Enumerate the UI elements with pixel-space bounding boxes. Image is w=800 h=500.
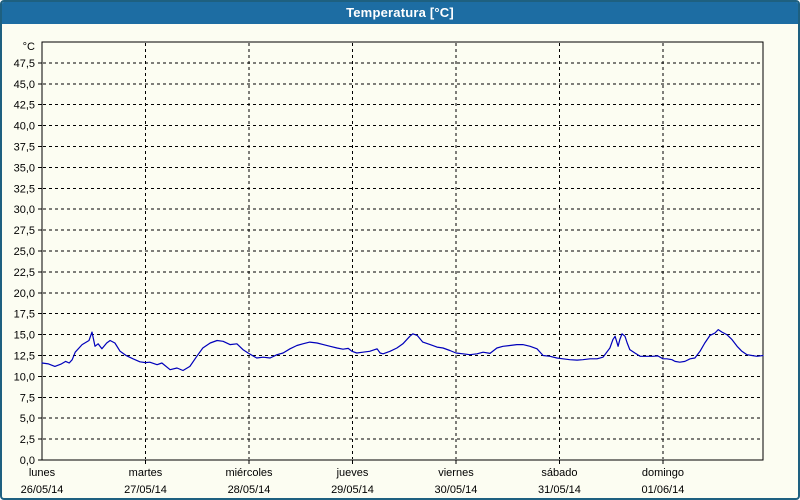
y-tick-label: 25,0 bbox=[14, 246, 35, 258]
y-tick-label: 35,0 bbox=[14, 162, 35, 174]
y-tick-label: 22,5 bbox=[14, 267, 35, 279]
y-tick-label: 37,5 bbox=[14, 142, 35, 154]
y-tick-label: 2,5 bbox=[20, 434, 35, 446]
y-axis-unit-label: °C bbox=[23, 41, 35, 53]
y-tick-label: 32,5 bbox=[14, 183, 35, 195]
x-day-label: jueves bbox=[336, 467, 369, 479]
x-date-label: 26/05/14 bbox=[21, 484, 64, 496]
x-day-label: viernes bbox=[438, 467, 474, 479]
y-tick-label: 47,5 bbox=[14, 58, 35, 70]
y-tick-label: 20,0 bbox=[14, 288, 35, 300]
x-day-label: sábado bbox=[541, 467, 577, 479]
y-tick-label: 30,0 bbox=[14, 204, 35, 216]
x-day-label: lunes bbox=[29, 467, 56, 479]
x-date-label: 28/05/14 bbox=[228, 484, 271, 496]
x-date-label: 30/05/14 bbox=[435, 484, 478, 496]
x-date-label: 29/05/14 bbox=[331, 484, 374, 496]
y-tick-label: 27,5 bbox=[14, 225, 35, 237]
y-tick-label: 0,0 bbox=[20, 455, 35, 467]
y-tick-label: 45,0 bbox=[14, 79, 35, 91]
y-tick-label: 7,5 bbox=[20, 392, 35, 404]
y-tick-label: 40,0 bbox=[14, 121, 35, 133]
y-tick-label: 42,5 bbox=[14, 100, 35, 112]
x-day-label: miércoles bbox=[225, 467, 273, 479]
y-tick-label: 10,0 bbox=[14, 371, 35, 383]
y-tick-label: 12,5 bbox=[14, 351, 35, 363]
x-date-label: 27/05/14 bbox=[124, 484, 167, 496]
y-tick-label: 17,5 bbox=[14, 309, 35, 321]
x-day-label: domingo bbox=[642, 467, 684, 479]
y-tick-label: 15,0 bbox=[14, 330, 35, 342]
y-tick-label: 5,0 bbox=[20, 413, 35, 425]
x-day-label: martes bbox=[129, 467, 163, 479]
temperature-line bbox=[41, 329, 764, 372]
x-date-label: 01/06/14 bbox=[642, 484, 685, 496]
x-date-label: 31/05/14 bbox=[538, 484, 581, 496]
plot-border bbox=[41, 41, 764, 461]
window-title: Temperatura [°C] bbox=[2, 2, 798, 24]
